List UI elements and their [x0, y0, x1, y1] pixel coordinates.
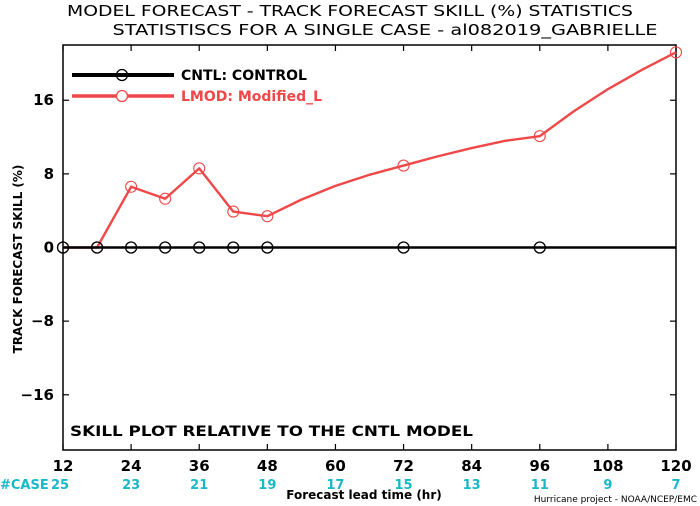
- legend-marker-lmod: [115, 89, 129, 103]
- series-point-lmod-120: [669, 46, 683, 59]
- case-count-108: 9: [603, 478, 612, 493]
- x-tick-label-36: 36: [189, 457, 210, 475]
- x-axis-label: Forecast lead time (hr): [286, 488, 442, 502]
- y-axis: −16 −8 0 8 16: [21, 91, 676, 404]
- series-point-cntl-96: [533, 241, 546, 254]
- series-point-cntl-36: [193, 241, 206, 254]
- series-point-cntl-48: [261, 241, 274, 254]
- legend-item-cntl: CNTL: CONTROL: [72, 68, 307, 84]
- series-line-lmod: [63, 51, 677, 249]
- series-point-lmod-96: [533, 130, 546, 143]
- credit-text: Hurricane project - NOAA/NCEP/EMC: [534, 495, 697, 505]
- x-tick-label-120: 120: [660, 457, 691, 475]
- series-point-cntl-24: [124, 241, 138, 254]
- case-count-row: #CASE 25 23 21 19 17 15 13 11 9 7: [0, 478, 681, 493]
- legend-label-lmod: LMOD: Modified_L: [181, 89, 322, 105]
- x-tick-label-48: 48: [257, 457, 278, 475]
- series-point-lmod-24: [125, 180, 138, 193]
- x-tick-label-108: 108: [592, 457, 623, 475]
- x-tick-label-24: 24: [121, 457, 142, 475]
- series-cntl: [56, 241, 676, 254]
- chart-subtitle: STATISTISCS FOR A SINGLE CASE - al082019…: [113, 21, 658, 40]
- legend-marker-cntl: [115, 68, 129, 82]
- case-count-12: 25: [51, 478, 69, 493]
- case-count-36: 21: [190, 478, 208, 493]
- series-point-lmod-72: [397, 159, 410, 172]
- y-tick-label-0: 0: [44, 239, 54, 257]
- series-point-cntl-12: [56, 241, 70, 254]
- skill-note: SKILL PLOT RELATIVE TO THE CNTL MODEL: [70, 424, 473, 440]
- series-point-cntl-42: [227, 241, 240, 254]
- series-point-lmod-36: [193, 162, 206, 175]
- case-count-72: 15: [395, 478, 413, 493]
- y-axis-label: TRACK FORECAST SKILL (%): [11, 165, 25, 354]
- case-count-96: 11: [531, 478, 549, 493]
- legend: CNTL: CONTROL LMOD: Modified_L: [72, 68, 322, 105]
- series-lmod: [56, 46, 683, 254]
- x-tick-label-84: 84: [461, 457, 482, 475]
- legend-item-lmod: LMOD: Modified_L: [72, 89, 322, 105]
- series-point-cntl-72: [397, 241, 410, 254]
- x-tick-label-60: 60: [325, 457, 346, 475]
- y-tick-label--16: −16: [21, 386, 54, 404]
- case-count-60: 17: [326, 478, 344, 493]
- x-tick-label-12: 12: [53, 457, 74, 475]
- x-axis: 12 24 36 48 60 72 84 96 108 120: [53, 45, 692, 475]
- case-count-48: 19: [258, 478, 276, 493]
- legend-label-cntl: CNTL: CONTROL: [181, 68, 307, 84]
- x-tick-label-72: 72: [393, 457, 414, 475]
- series-point-cntl-30: [159, 241, 172, 254]
- chart-title: MODEL FORECAST - TRACK FORECAST SKILL (%…: [67, 2, 633, 20]
- case-row-label: #CASE: [0, 478, 49, 493]
- series-point-lmod-30: [159, 192, 172, 205]
- case-count-24: 23: [122, 478, 140, 493]
- y-tick-label-8: 8: [44, 165, 54, 183]
- case-count-84: 13: [463, 478, 481, 493]
- y-tick-label-16: 16: [33, 91, 54, 109]
- series-point-lmod-42: [227, 205, 240, 218]
- series-point-cntl-18: [90, 241, 104, 254]
- case-count-120: 7: [671, 478, 680, 493]
- series-point-lmod-48: [261, 210, 274, 223]
- x-tick-label-96: 96: [529, 457, 550, 475]
- y-tick-label--8: −8: [31, 312, 54, 330]
- series-group: [56, 46, 683, 254]
